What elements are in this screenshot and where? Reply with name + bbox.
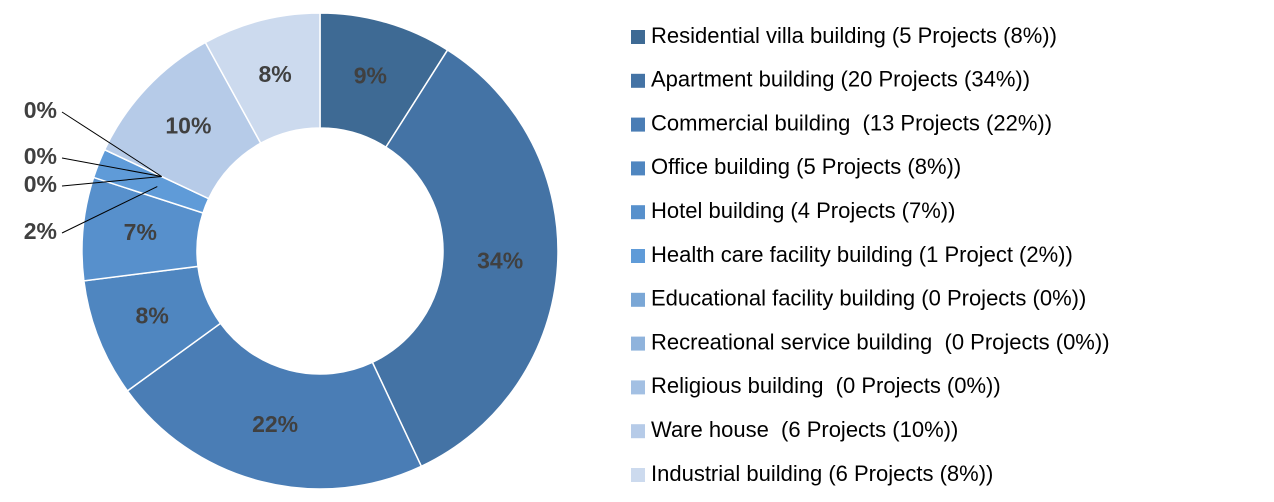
leader-line: [61, 186, 158, 234]
legend-swatch: [631, 30, 645, 44]
legend-swatch: [631, 292, 645, 307]
legend-label: Recreational service building (0 Project…: [651, 329, 1110, 354]
data-label: 2%: [24, 218, 57, 244]
legend-label: Educational facility building (0 Project…: [651, 286, 1086, 311]
legend-label: Ware house (6 Projects (10%)): [651, 417, 958, 442]
data-label: 8%: [258, 61, 291, 87]
legend-label: Office building (5 Projects (8%)): [651, 154, 961, 179]
legend-swatch: [631, 468, 645, 482]
legend-label: Commercial building (13 Projects (22%)): [651, 110, 1052, 135]
legend-swatch: [631, 249, 645, 263]
data-label: 0%: [24, 97, 57, 123]
legend-swatch: [631, 117, 645, 132]
legend-swatch: [631, 380, 645, 395]
legend-label: Health care facility building (1 Project…: [651, 242, 1073, 267]
legend-label: Religious building (0 Projects (0%)): [651, 373, 1001, 398]
data-label: 34%: [477, 247, 523, 273]
donut-slice: [371, 49, 559, 468]
data-label: 0%: [24, 143, 57, 169]
legend-swatch: [631, 161, 645, 176]
donut-slice: [126, 322, 423, 490]
legend-label: Apartment building (20 Projects (34%)): [651, 67, 1030, 92]
data-label: 7%: [124, 219, 157, 245]
legend-swatch: [631, 424, 645, 439]
leader-line: [61, 175, 162, 187]
legend-label: Industrial building (6 Projects (8%)): [651, 461, 993, 486]
legend-swatch: [631, 73, 645, 88]
leader-line: [61, 157, 162, 177]
data-label: 22%: [252, 411, 298, 437]
legend-swatch: [631, 205, 645, 220]
legend-label: Hotel building (4 Projects (7%)): [651, 198, 955, 223]
legend-swatch: [631, 336, 645, 351]
donut-slice: [204, 12, 321, 145]
data-label: 0%: [24, 171, 57, 197]
data-label: 10%: [165, 113, 211, 139]
leader-line: [61, 111, 162, 177]
data-label: 9%: [354, 63, 387, 89]
data-label: 8%: [136, 303, 169, 329]
legend-label: Residential villa building (5 Projects (…: [651, 23, 1057, 48]
